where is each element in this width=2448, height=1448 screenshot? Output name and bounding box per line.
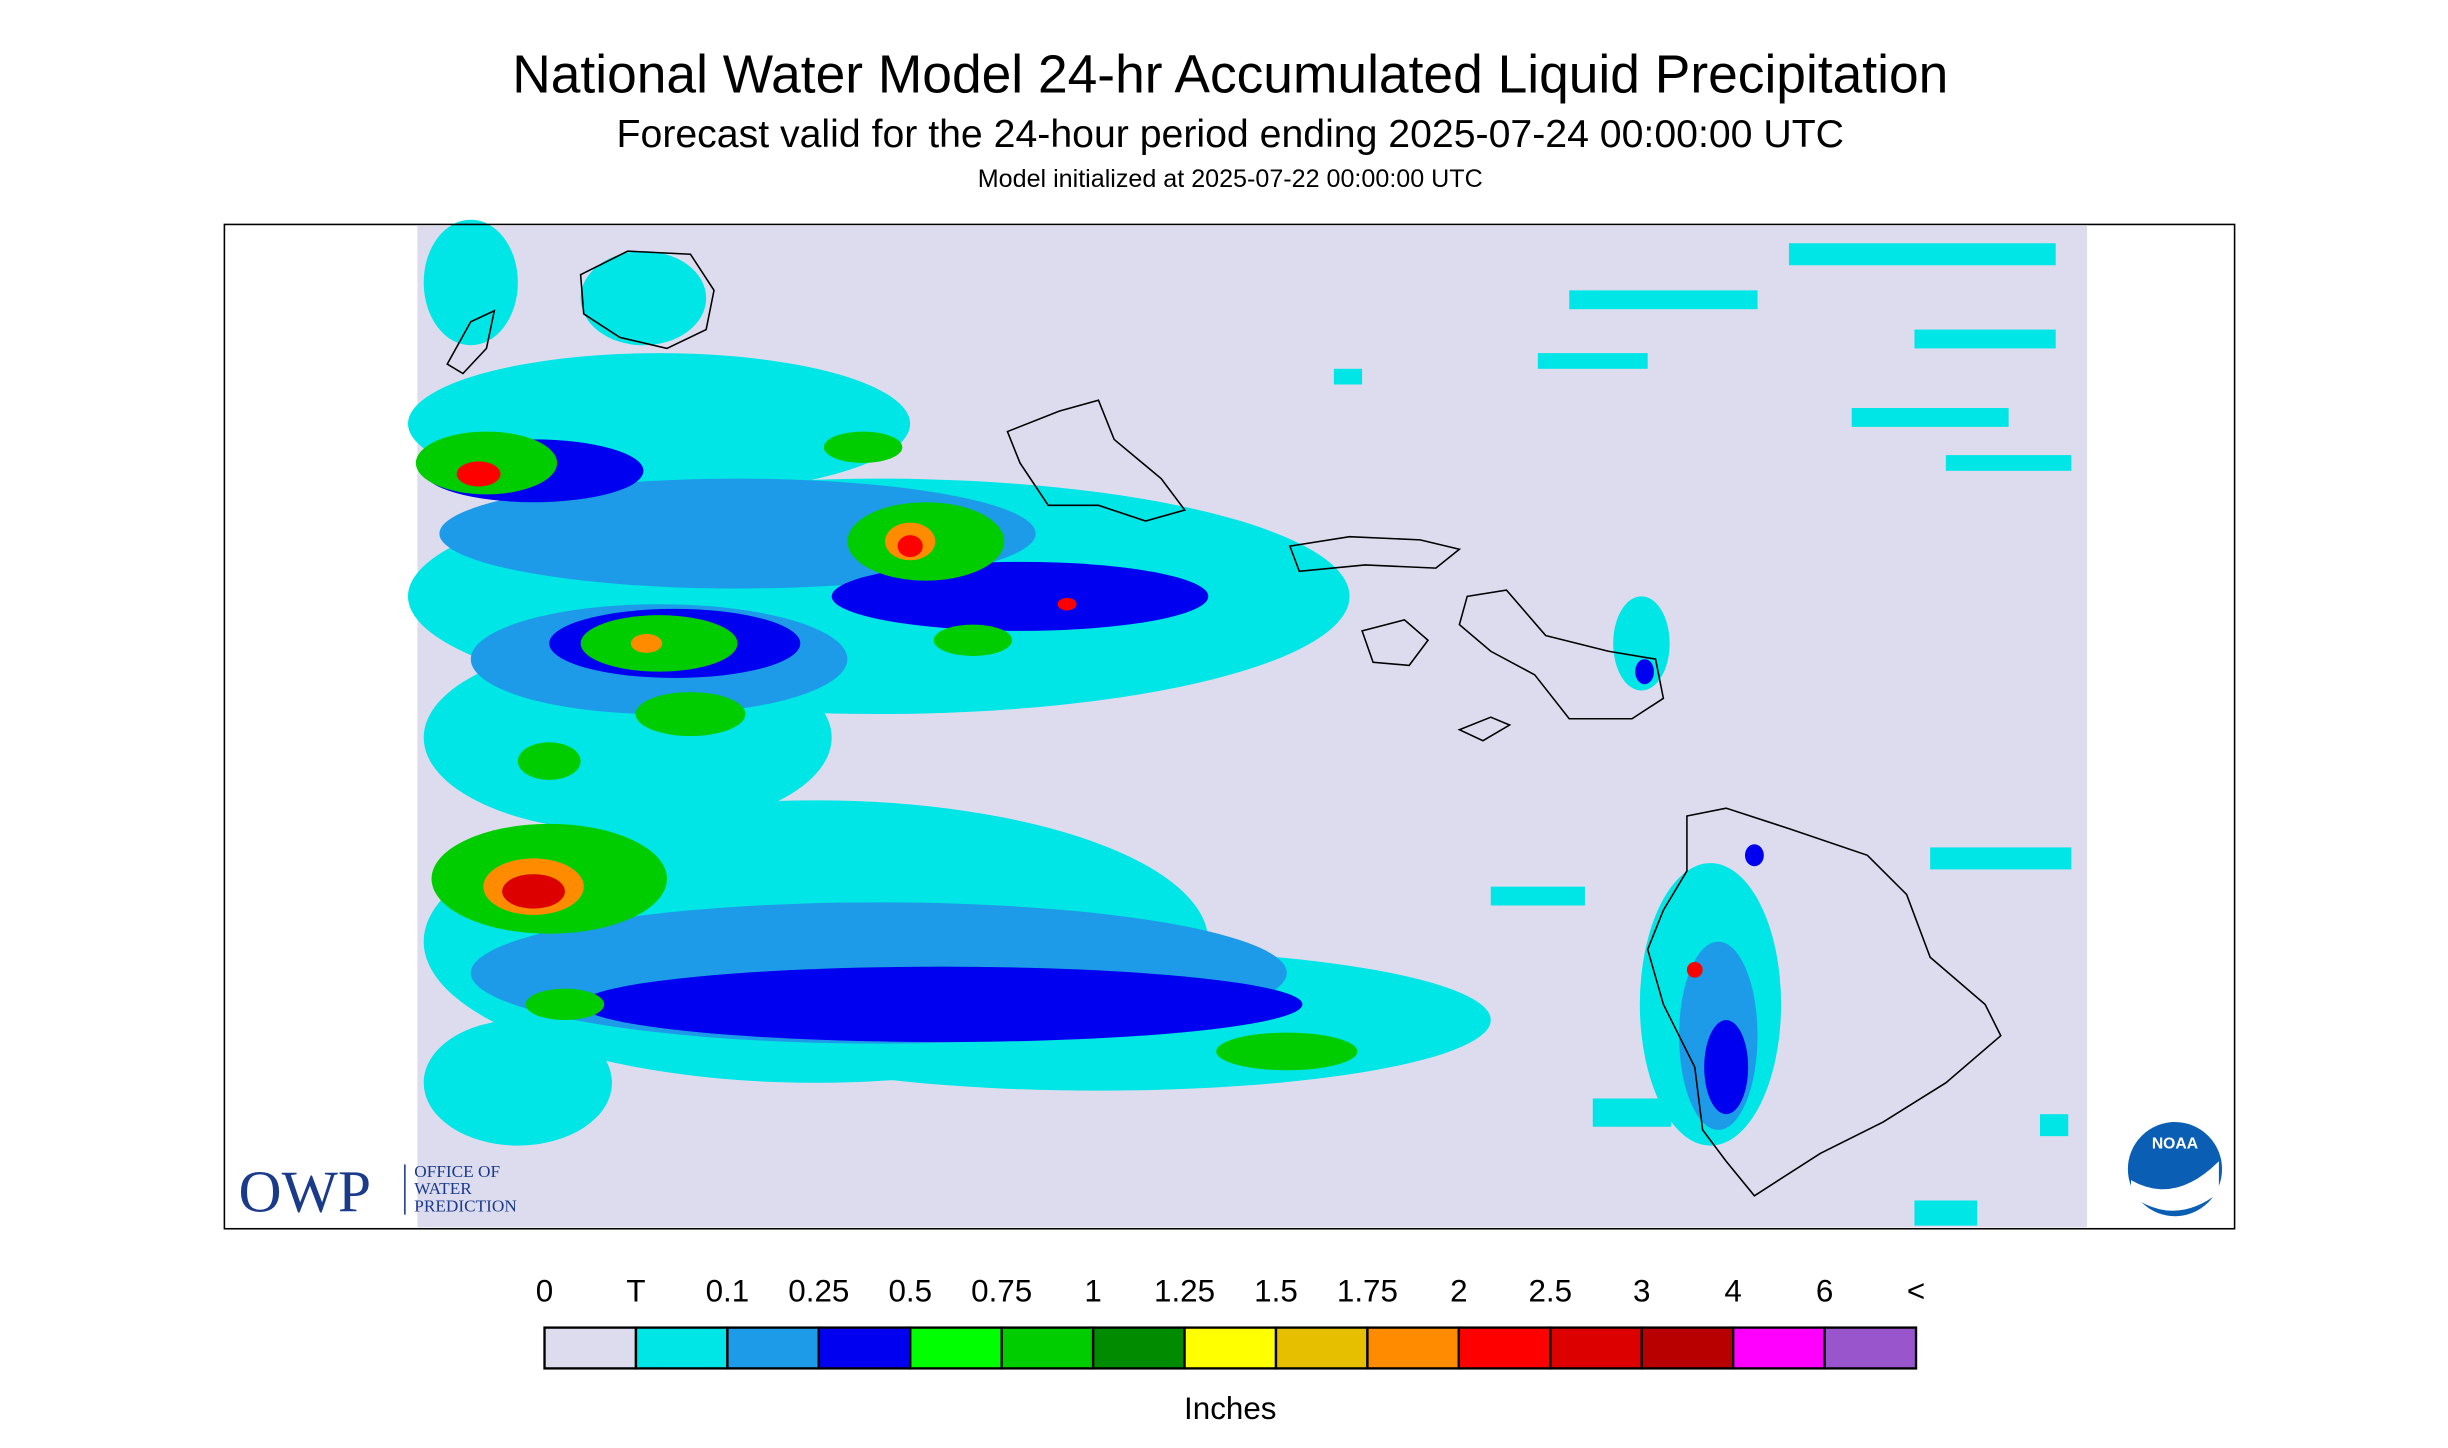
legend-swatch xyxy=(1549,1326,1643,1370)
legend-swatch xyxy=(1183,1326,1278,1370)
owp-logo: OWP xyxy=(239,1158,372,1224)
legend-label: 0.5 xyxy=(888,1273,932,1308)
legend-swatch xyxy=(1000,1326,1095,1370)
legend-swatch xyxy=(1274,1326,1369,1370)
noaa-bird xyxy=(2131,1161,2219,1211)
legend-label: 1.5 xyxy=(1254,1273,1298,1308)
legend: 0 T 0.1 0.25 0.5 0.75 1 1.25 1.5 1.75 2 2.5 3 4 6 < xyxy=(536,1273,1925,1370)
legend-label: 0.1 xyxy=(706,1273,750,1308)
legend-label: 1.25 xyxy=(1154,1273,1215,1308)
legend-label: 1.75 xyxy=(1337,1273,1398,1308)
coastlines xyxy=(446,250,2002,1197)
legend-swatch xyxy=(726,1326,821,1370)
legend-swatch xyxy=(817,1326,912,1370)
legend-label: 2 xyxy=(1450,1273,1467,1308)
map: OWP OFFICE OF WATER PREDICTION NOAA xyxy=(223,219,2236,1230)
legend-label: T xyxy=(626,1273,645,1308)
legend-unit: Inches xyxy=(1184,1391,1276,1426)
legend-swatch xyxy=(1823,1326,1918,1370)
legend-swatch xyxy=(1091,1326,1186,1370)
legend-label: 2.5 xyxy=(1528,1273,1572,1308)
map-frame xyxy=(223,223,2236,1230)
legend-label: 3 xyxy=(1633,1273,1650,1308)
legend-label: 1 xyxy=(1084,1273,1101,1308)
legend-swatch xyxy=(1366,1326,1461,1370)
legend-label: 6 xyxy=(1816,1273,1833,1308)
subtitle: Forecast valid for the 24-hour period en… xyxy=(617,112,1844,156)
owp-line: PREDICTION xyxy=(414,1196,517,1215)
legend-swatch xyxy=(1731,1326,1826,1370)
legend-swatch xyxy=(543,1326,638,1370)
legend-swatch xyxy=(634,1326,729,1370)
legend-label: < xyxy=(1907,1273,1925,1308)
legend-label: 0.25 xyxy=(788,1273,849,1308)
legend-swatch xyxy=(909,1326,1003,1370)
legend-swatch xyxy=(1640,1326,1735,1370)
precip-red xyxy=(456,461,1703,978)
init-time: Model initialized at 2025-07-22 00:00:00… xyxy=(978,165,1483,193)
legend-swatch xyxy=(1457,1326,1552,1370)
legend-label: 4 xyxy=(1724,1273,1741,1308)
noaa-label: NOAA xyxy=(2152,1136,2198,1153)
legend-label: 0.75 xyxy=(971,1273,1032,1308)
title: National Water Model 24-hr Accumulated L… xyxy=(512,46,1948,105)
owp-line: OFFICE OF xyxy=(414,1162,500,1181)
owp-line: WATER xyxy=(414,1179,472,1198)
legend-label: 0 xyxy=(536,1273,553,1308)
